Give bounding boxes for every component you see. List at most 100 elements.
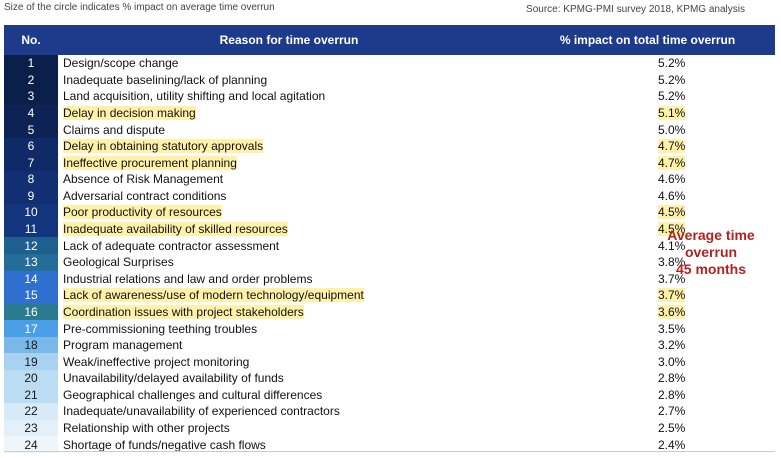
reason-text: Weak/ineffective project monitoring [63, 354, 250, 369]
row-reason: Geographical challenges and cultural dif… [58, 387, 520, 404]
table-row: 6 Delay in obtaining statutory approvals 4… [4, 137, 775, 155]
table-row: 16 Coordination issues with project stake… [4, 303, 775, 321]
row-impact: 2.5% [520, 420, 775, 437]
row-reason: Industrial relations and law and order p… [58, 271, 520, 288]
table-row: 4 Delay in decision making 5.1% [4, 104, 775, 122]
reason-text: Adversarial contract conditions [63, 188, 227, 203]
row-number: 17 [4, 320, 58, 337]
row-reason: Inadequate availability of skilled resou… [58, 221, 520, 238]
row-number: 7 [4, 154, 58, 172]
reason-text: Design/scope change [63, 56, 179, 71]
table-row: 22 Inadequate/unavailability of experienc… [4, 403, 775, 420]
row-number: 15 [4, 287, 58, 304]
impact-value: 4.7% [658, 139, 686, 154]
reason-text: Relationship with other projects [63, 421, 230, 435]
reason-text: Geographical challenges and cultural dif… [63, 387, 323, 402]
reason-text: Poor productivity of resources [63, 205, 222, 220]
table-row: 11 Inadequate availability of skilled res… [4, 220, 775, 238]
row-reason: Program management [58, 337, 520, 354]
row-reason: Adversarial contract conditions [58, 188, 520, 205]
row-number: 24 [4, 436, 58, 453]
time-overrun-table: No. Reason for time overrun % impact on … [4, 25, 775, 453]
row-impact: 5.2% [520, 88, 775, 105]
row-number: 6 [4, 137, 58, 155]
row-reason: Absence of Risk Management [58, 171, 520, 188]
table-row: 1 Design/scope change 5.2% [4, 55, 775, 72]
reason-text: Land acquisition, utility shifting and l… [63, 89, 326, 104]
row-number: 22 [4, 403, 58, 420]
impact-value: 5.2% [658, 72, 686, 87]
row-number: 1 [4, 55, 58, 72]
row-impact: 5.0% [520, 121, 775, 138]
row-reason: Relationship with other projects [58, 420, 520, 437]
row-impact: 3.7% [520, 287, 775, 304]
table-header-row: No. Reason for time overrun % impact on … [4, 25, 775, 55]
row-reason: Poor productivity of resources [58, 204, 520, 221]
impact-value: 4.6% [658, 188, 686, 203]
row-number: 9 [4, 187, 58, 205]
row-impact: 4.5% [520, 204, 775, 221]
table-body: 1 Design/scope change 5.2% 2 Inadequate base… [4, 55, 775, 453]
row-number: 10 [4, 204, 58, 221]
row-impact: 3.0% [520, 353, 775, 370]
reason-text: Ineffective procurement planning [63, 155, 237, 170]
table-row: 12 Lack of adequate contractor assessment… [4, 237, 775, 254]
row-impact: 3.5% [520, 320, 775, 337]
table-row: 17 Pre-commissioning teething troubles 3.5… [4, 320, 775, 337]
impact-value: 3.5% [658, 321, 686, 336]
row-impact: 3.8% [520, 254, 775, 271]
reason-text: Delay in decision making [63, 106, 196, 121]
row-reason: Inadequate baselining/lack of planning [58, 72, 520, 89]
row-reason: Unavailability/delayed availability of f… [58, 370, 520, 387]
column-header-reason: Reason for time overrun [58, 25, 520, 55]
row-number: 12 [4, 237, 58, 254]
reason-text: Pre-commissioning teething troubles [63, 321, 258, 336]
impact-value: 4.6% [658, 172, 686, 187]
row-number: 5 [4, 121, 58, 138]
row-reason: Shortage of funds/negative cash flows [58, 436, 520, 453]
row-reason: Design/scope change [58, 55, 520, 72]
row-number: 8 [4, 171, 58, 188]
row-number: 14 [4, 270, 58, 288]
table-row: 7 Ineffective procurement planning 4.7% [4, 154, 775, 172]
impact-value: 2.4% [658, 437, 686, 452]
table-row: 2 Inadequate baselining/lack of planning 5… [4, 71, 775, 89]
row-number: 13 [4, 253, 58, 271]
row-reason: Lack of awareness/use of modern technolo… [58, 287, 520, 304]
row-number: 11 [4, 220, 58, 238]
row-reason: Lack of adequate contractor assessment [58, 237, 520, 254]
impact-value: 5.2% [658, 56, 686, 71]
impact-value: 4.1% [658, 238, 686, 253]
row-impact: 4.6% [520, 171, 775, 188]
impact-value: 3.0% [658, 354, 686, 369]
row-impact: 3.7% [520, 271, 775, 288]
row-reason: Delay in obtaining statutory approvals [58, 138, 520, 155]
row-impact: 4.1% [520, 237, 775, 254]
callout-line-3: 45 months [675, 261, 746, 277]
impact-value: 5.0% [658, 122, 686, 137]
table-row: 9 Adversarial contract conditions 4.6% [4, 187, 775, 205]
row-reason: Weak/ineffective project monitoring [58, 353, 520, 370]
row-impact: 5.1% [520, 105, 775, 122]
row-number: 18 [4, 336, 58, 354]
row-impact: 3.6% [520, 304, 775, 321]
impact-value: 3.2% [658, 338, 686, 353]
column-header-impact: % impact on total time overrun [520, 25, 775, 55]
impact-value: 2.7% [658, 404, 686, 419]
row-reason: Inadequate/unavailability of experienced… [58, 403, 520, 420]
reason-text: Geological Surprises [63, 255, 174, 270]
row-impact: 2.4% [520, 436, 775, 453]
reason-text: Unavailability/delayed availability of f… [63, 371, 284, 386]
row-reason: Pre-commissioning teething troubles [58, 320, 520, 337]
impact-value: 2.8% [658, 387, 686, 402]
row-impact: 2.7% [520, 403, 775, 420]
row-reason: Geological Surprises [58, 254, 520, 271]
callout-line-2: overrun [684, 244, 738, 260]
reason-text: Inadequate availability of skilled resou… [63, 222, 288, 237]
row-reason: Land acquisition, utility shifting and l… [58, 88, 520, 105]
reason-text: Inadequate baselining/lack of planning [63, 72, 268, 87]
reason-text: Shortage of funds/negative cash flows [63, 437, 266, 452]
row-impact: 5.2% [520, 55, 775, 72]
impact-value: 3.7% [658, 271, 686, 286]
source-note: Source: KPMG-PMI survey 2018, KPMG analy… [526, 4, 745, 15]
